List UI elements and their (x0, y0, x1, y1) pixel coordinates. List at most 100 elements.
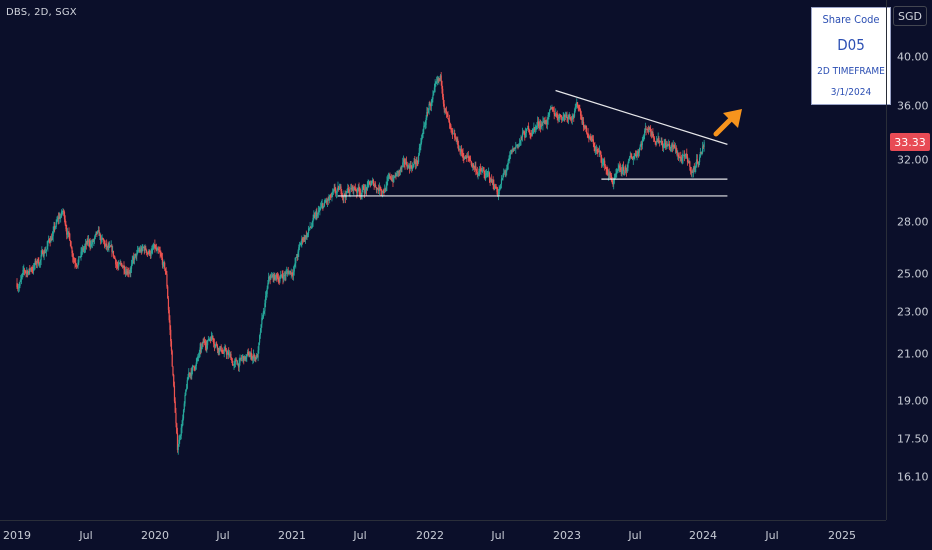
candle-body (279, 278, 281, 282)
candle-body (457, 144, 460, 150)
candle-body (584, 125, 586, 129)
candle-body (375, 187, 377, 191)
candle-body (53, 226, 55, 232)
candle-body (167, 286, 169, 299)
candle-body (283, 275, 285, 280)
candle-body (106, 246, 109, 247)
candle-body (439, 78, 441, 80)
candle-body (252, 358, 254, 359)
price-chart-svg[interactable] (0, 0, 886, 520)
candle-body (521, 136, 523, 138)
candle-body (592, 139, 594, 144)
candle-body (378, 186, 380, 192)
candle-body (100, 238, 102, 241)
candle-body (228, 354, 231, 356)
candle-body (56, 220, 58, 223)
candle-body (153, 244, 155, 249)
candle-body (606, 169, 608, 172)
descending-trendline[interactable] (555, 89, 728, 145)
candle-body (147, 253, 149, 255)
share-code-label: Share Code (822, 13, 880, 26)
candle-body (262, 311, 264, 318)
candle-body (254, 357, 256, 359)
candle-body (100, 235, 102, 241)
candle-body (519, 140, 521, 144)
candle-body (625, 169, 628, 172)
candle-body (454, 133, 456, 138)
candle-body (672, 144, 674, 148)
candle-body (271, 274, 274, 277)
candle-body (172, 366, 174, 376)
candle-body (412, 164, 414, 167)
candle-body (548, 113, 550, 115)
candle-body (63, 212, 66, 220)
candle-body (94, 237, 96, 241)
candle-body (647, 129, 649, 131)
candle-body (615, 173, 617, 175)
candle-body (648, 127, 650, 133)
breakout-arrow-icon[interactable] (713, 109, 742, 137)
price-scale[interactable]: 40.00 36.00 32.00 28.00 25.00 23.00 21.00 19.00… (886, 0, 932, 520)
candle-body (506, 164, 509, 170)
candle-body (321, 203, 323, 206)
currency-button[interactable]: SGD (893, 6, 927, 26)
candle-body (596, 149, 598, 152)
time-tick-label: 2022 (416, 529, 444, 542)
candle-body (552, 106, 554, 111)
candle-body (292, 271, 295, 276)
candle-body (125, 271, 127, 275)
candle-body (50, 238, 52, 243)
candle-body (315, 212, 317, 215)
candle-body (185, 389, 187, 396)
candle-body (333, 188, 335, 190)
candle-body (326, 200, 328, 202)
candle-body (41, 250, 43, 256)
candle-body (540, 124, 542, 128)
candle-body (589, 136, 591, 138)
candle-body (216, 345, 219, 350)
candle-body (441, 80, 443, 89)
candle-body (154, 244, 156, 248)
time-axis[interactable]: 2019 Jul 2020 Jul 2021 Jul 2022 Jul 2023 Jul 2024 J… (0, 520, 886, 550)
candle-body (485, 173, 487, 175)
candle-body (605, 168, 607, 170)
candle-body (496, 188, 498, 192)
candle-body (288, 272, 290, 274)
candle-body (573, 110, 576, 117)
candle-body (291, 272, 293, 275)
candle-body (120, 262, 122, 264)
candle-body (77, 262, 79, 267)
candle-body (229, 354, 231, 355)
candle-body (475, 166, 477, 171)
candle-body (328, 198, 330, 200)
candle-body (138, 250, 140, 251)
symbol-header[interactable]: DBS, 2D, SGX (6, 7, 77, 18)
candle-body (69, 233, 71, 241)
candle-body (526, 128, 528, 130)
candle-body (286, 271, 289, 272)
candle-body (357, 187, 359, 189)
candle-body (174, 401, 176, 413)
candle-body (534, 127, 536, 131)
candle-body (433, 91, 435, 96)
candle-body (393, 176, 396, 178)
candle-body (640, 143, 643, 146)
candle-body (310, 227, 312, 229)
candle-body (198, 352, 200, 357)
candle-body (620, 170, 622, 174)
candle-body (541, 124, 543, 126)
candle-body (149, 250, 151, 254)
candle-body (550, 108, 552, 110)
candle-body (466, 155, 469, 157)
candle-body (643, 135, 645, 140)
candle-body (347, 188, 350, 192)
candle-body (122, 265, 124, 268)
candle-body (497, 191, 499, 196)
candle-body (24, 270, 26, 273)
time-tick-label: Jul (216, 529, 230, 542)
candle-body (345, 192, 347, 198)
candle-body (635, 155, 637, 158)
candle-body (449, 123, 451, 126)
candle-body (626, 167, 628, 172)
